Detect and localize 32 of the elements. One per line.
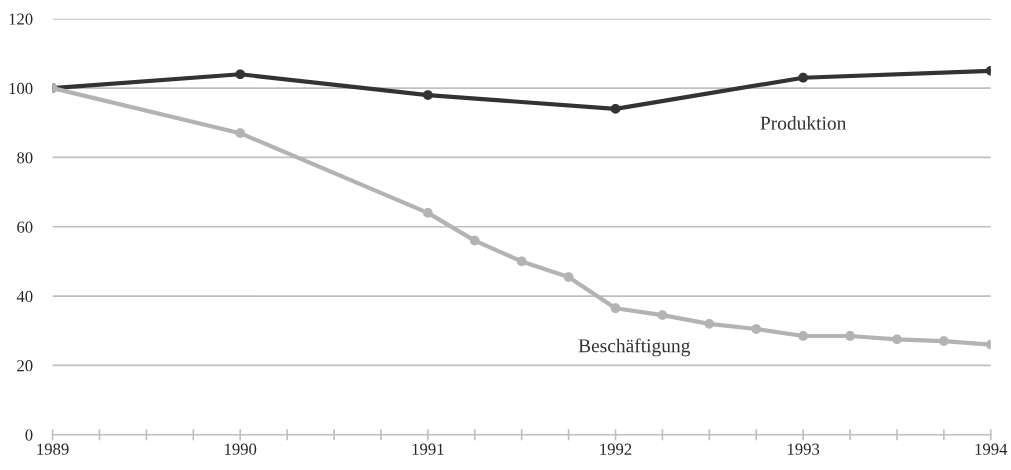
y-tick-label: 80 xyxy=(17,152,33,164)
point xyxy=(563,272,574,282)
x-tick-label: 1993 xyxy=(787,443,820,455)
x-tick-label: 1989 xyxy=(37,443,69,455)
point xyxy=(422,90,433,100)
point xyxy=(610,104,621,114)
annotation: Beschäftigung xyxy=(578,338,691,357)
y-tick-label: 0 xyxy=(25,429,33,441)
annotation: Produktion xyxy=(760,116,847,130)
point xyxy=(939,336,949,347)
y-tick-label: 20 xyxy=(17,360,33,372)
point xyxy=(235,128,246,139)
y-tick-label: 60 xyxy=(17,221,33,233)
point xyxy=(798,331,808,341)
point xyxy=(422,208,433,218)
point xyxy=(798,72,808,83)
point xyxy=(516,256,527,267)
x-tick-label: 1992 xyxy=(600,443,632,455)
y-tick-label: 120 xyxy=(9,13,33,25)
point xyxy=(751,324,762,334)
x-tick-label: 1991 xyxy=(412,443,444,455)
y-tick-label: 100 xyxy=(9,82,33,95)
x-tick-label: 1994 xyxy=(975,443,1008,455)
point xyxy=(610,303,621,314)
point xyxy=(657,310,668,321)
point xyxy=(892,334,902,345)
point xyxy=(704,318,715,329)
point xyxy=(845,331,855,341)
x-tick-label: 1990 xyxy=(225,443,257,455)
y-tick-label: 40 xyxy=(16,290,33,303)
point xyxy=(469,235,480,246)
point xyxy=(235,69,246,80)
